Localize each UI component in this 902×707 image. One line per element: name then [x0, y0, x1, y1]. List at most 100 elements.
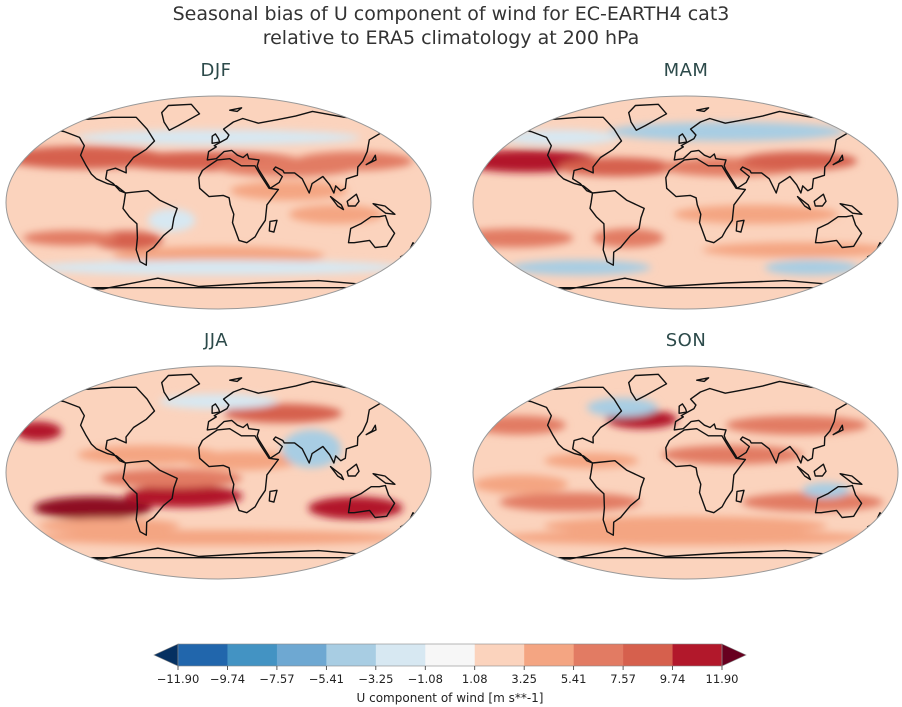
coastline — [735, 489, 745, 503]
colorbar-box — [573, 644, 624, 666]
coastline — [122, 190, 178, 266]
figure-title: Seasonal bias of U component of wind for… — [0, 2, 902, 50]
map-panel-mam — [472, 95, 899, 310]
bias-region — [38, 518, 180, 534]
coastline — [814, 214, 863, 249]
bias-region — [741, 492, 884, 512]
colorbar-tick-label: 1.08 — [462, 672, 488, 686]
coastline — [229, 107, 243, 113]
bias-region — [148, 208, 196, 232]
coastline — [198, 158, 280, 244]
coastline — [122, 460, 178, 536]
bias-region — [673, 204, 839, 224]
colorbar-tick-label: −1.08 — [408, 672, 443, 686]
coastline — [229, 377, 243, 383]
coastline — [516, 116, 623, 194]
bias-region — [473, 474, 569, 494]
bias-region — [500, 129, 619, 145]
coastline — [665, 428, 747, 514]
bias-region — [182, 451, 302, 471]
colorbar-box — [623, 644, 673, 666]
map-frame — [472, 95, 899, 310]
coastline — [696, 107, 710, 113]
coastline — [206, 110, 398, 194]
colorbar-extend-low — [153, 643, 179, 667]
bias-region — [124, 484, 243, 508]
coastline — [516, 386, 623, 464]
bias-region — [22, 230, 118, 246]
coastline — [268, 219, 278, 233]
colorbar-extend-high — [721, 643, 747, 667]
coastline — [832, 424, 844, 436]
coastline — [839, 473, 863, 485]
coastline — [206, 380, 398, 464]
coastline — [329, 195, 345, 211]
bias-region — [14, 421, 62, 441]
panel-title-jja: JJA — [203, 330, 229, 351]
colorbar-box — [474, 644, 525, 666]
map-panel-jja — [5, 365, 432, 580]
coastline — [796, 465, 812, 481]
map-frame — [5, 365, 432, 580]
coastline — [735, 219, 745, 233]
coastline — [49, 386, 156, 464]
bias-region — [608, 122, 845, 141]
panel-title-mam: MAM — [663, 60, 709, 81]
bias-region — [725, 415, 868, 435]
panel-title-djf: DJF — [200, 60, 232, 81]
coastline — [372, 203, 396, 215]
colorbar-box — [524, 644, 574, 666]
coastline — [589, 460, 645, 536]
coastline — [198, 428, 280, 514]
colorbar-box — [326, 644, 377, 666]
map-panel-djf — [5, 95, 432, 310]
bias-region — [739, 151, 858, 171]
coastline — [329, 465, 345, 481]
bias-region — [586, 397, 658, 417]
colorbar-box — [425, 644, 476, 666]
colorbar-tick-label: −11.90 — [157, 672, 200, 686]
coastline — [365, 424, 377, 436]
colorbar-tick-label: −5.41 — [309, 672, 344, 686]
colorbar-box — [178, 644, 228, 666]
coastline — [673, 380, 865, 464]
bias-region — [33, 496, 152, 520]
bias-region — [223, 403, 343, 423]
title-line-1: Seasonal bias of U component of wind for… — [172, 3, 730, 25]
panel-title-son: SON — [665, 330, 707, 351]
coastline — [49, 116, 156, 194]
coastline — [347, 214, 396, 249]
colorbar-label: U component of wind [m s**-1] — [357, 691, 544, 705]
coastline — [347, 484, 396, 519]
bias-region — [282, 429, 342, 468]
bias-region — [544, 453, 639, 469]
bias-region — [230, 181, 349, 201]
coastline — [696, 377, 710, 383]
colorbar-tick-label: −7.57 — [259, 672, 294, 686]
colorbar-box — [227, 644, 278, 666]
colorbar-box — [375, 644, 426, 666]
map-frame — [5, 95, 432, 310]
coastline — [796, 195, 812, 211]
bias-region — [29, 260, 408, 276]
bias-region — [802, 482, 850, 498]
coastline — [211, 403, 221, 414]
coastline — [678, 403, 688, 414]
bias-region — [499, 492, 641, 512]
coastline — [161, 373, 201, 401]
colorbar-box — [276, 644, 327, 666]
coastline — [673, 110, 865, 194]
colorbar-tick-label: 11.90 — [706, 672, 739, 686]
bias-region — [557, 157, 677, 177]
colorbar-tick-label: 5.41 — [561, 672, 587, 686]
coastline — [346, 463, 360, 477]
coastline — [268, 489, 278, 503]
colorbar-tick-label: −3.25 — [358, 672, 393, 686]
colorbar-tick-label: 9.74 — [660, 672, 686, 686]
colorbar-tick-label: 3.25 — [511, 672, 537, 686]
coastline — [628, 103, 668, 131]
bias-region — [764, 260, 860, 276]
coastline — [346, 193, 360, 207]
colorbar-tick-label: −9.74 — [210, 672, 245, 686]
coastline — [839, 203, 863, 215]
